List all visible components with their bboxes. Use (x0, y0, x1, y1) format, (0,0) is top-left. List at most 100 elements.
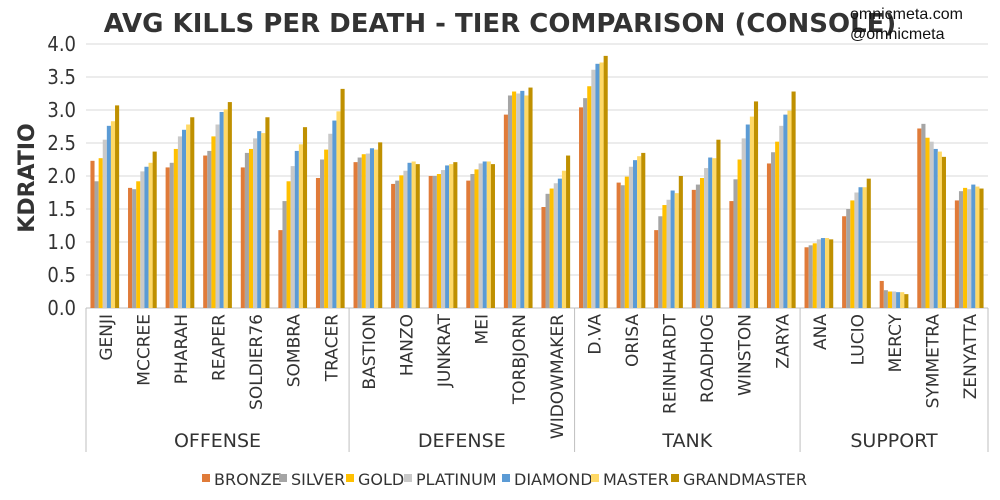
bar-bronze-22 (917, 128, 922, 308)
bar-platinum-16 (704, 168, 709, 308)
bar-grandmaster-22 (941, 156, 946, 308)
bar-bronze-4 (240, 167, 245, 308)
bar-diamond-8 (407, 162, 412, 308)
bar-bronze-23 (954, 200, 959, 308)
bar-master-20 (862, 187, 867, 308)
y-tick-label: 0.0 (47, 296, 76, 320)
bar-silver-12 (545, 193, 550, 308)
group-label: SUPPORT (850, 430, 938, 452)
category-label: REINHARDT (661, 313, 681, 414)
y-axis-ticks: 0.0 0.5 1.0 1.5 2.0 2.5 3.0 3.5 4.0 (47, 32, 76, 320)
y-tick-label: 4.0 (47, 32, 76, 56)
bar-platinum-0 (102, 139, 107, 308)
bar-silver-17 (733, 179, 738, 308)
bar-diamond-11 (520, 90, 525, 308)
bar-master-14 (637, 156, 642, 308)
y-tick-label: 2.5 (47, 131, 76, 155)
bar-diamond-19 (820, 238, 826, 308)
bar-bronze-8 (391, 183, 396, 308)
bar-silver-2 (169, 162, 174, 308)
bar-silver-1 (132, 189, 137, 308)
legend-label: SILVER (291, 470, 345, 489)
bar-diamond-13 (595, 63, 600, 308)
y-tick-label: 2.0 (47, 164, 76, 188)
category-labels: GENJI MCCREE PHARAH REAPER SOLDIER76 SOMBRA TR… (97, 313, 981, 439)
bar-platinum-12 (553, 183, 558, 308)
category-label: SYMMETRA (924, 314, 944, 409)
bar-master-21 (900, 292, 905, 308)
bar-silver-6 (320, 159, 325, 308)
bar-bronze-19 (804, 247, 809, 308)
bar-diamond-22 (933, 148, 938, 308)
category-label: MERCY (886, 313, 906, 372)
bar-diamond-6 (332, 120, 337, 308)
legend-label: GRANDMASTER (683, 470, 807, 489)
category-label: TRACER (322, 314, 342, 382)
bar-gold-22 (925, 137, 930, 308)
bar-diamond-12 (557, 178, 562, 308)
y-tick-label: 3.0 (47, 98, 76, 122)
bar-grandmaster-17 (753, 101, 759, 308)
bar-bronze-10 (466, 180, 471, 308)
bar-silver-0 (94, 181, 99, 308)
y-tick-label: 3.5 (47, 65, 76, 89)
bar-platinum-17 (741, 138, 746, 308)
bar-grandmaster-23 (979, 188, 984, 308)
bar-grandmaster-14 (641, 152, 646, 308)
bar-bronze-6 (315, 177, 321, 308)
legend-swatch-master (591, 474, 599, 482)
category-label: SOLDIER76 (247, 314, 267, 410)
category-label: BASTION (360, 314, 380, 390)
category-label: PHARAH (172, 314, 192, 384)
bar-silver-19 (808, 245, 813, 308)
bar-master-22 (937, 151, 942, 308)
category-label: TORBJORN (510, 314, 530, 405)
bar-master-9 (449, 164, 454, 308)
bar-master-0 (110, 121, 116, 308)
legend-swatch-bronze (202, 474, 210, 482)
bar-gold-8 (399, 175, 404, 308)
bar-grandmaster-4 (265, 117, 270, 308)
bar-diamond-16 (708, 157, 713, 308)
bar-gold-13 (587, 86, 592, 309)
bar-diamond-21 (896, 292, 901, 308)
bar-silver-20 (846, 209, 851, 308)
legend: BRONZE SILVER GOLD PLATINUM DIAMOND MASTER GRA… (202, 470, 807, 489)
bar-bronze-7 (353, 162, 358, 308)
legend-swatch-platinum (404, 474, 412, 482)
bar-grandmaster-10 (490, 164, 495, 308)
bar-bronze-17 (729, 201, 734, 308)
legend-label: BRONZE (214, 470, 282, 489)
bar-master-16 (712, 158, 717, 308)
bar-diamond-4 (257, 131, 262, 308)
y-tick-label: 1.0 (47, 230, 76, 254)
bar-master-3 (223, 109, 228, 308)
bar-bronze-21 (879, 280, 884, 308)
bar-platinum-20 (854, 192, 859, 308)
bar-master-7 (374, 149, 379, 308)
bar-platinum-15 (666, 199, 671, 308)
bar-diamond-5 (294, 150, 299, 308)
bar-grandmaster-13 (603, 55, 608, 308)
category-label: HANZO (398, 314, 418, 376)
category-label: JUNKRAT (435, 313, 455, 388)
bar-gold-11 (512, 91, 517, 309)
category-label: REAPER (210, 314, 230, 381)
group-label: OFFENSE (174, 430, 261, 452)
category-label: ORISA (623, 314, 643, 367)
bar-platinum-11 (516, 93, 521, 308)
bar-grandmaster-1 (152, 151, 157, 308)
bar-grandmaster-0 (115, 105, 120, 308)
bar-platinum-21 (891, 291, 897, 308)
bar-diamond-10 (482, 161, 487, 308)
group-labels: OFFENSE DEFENSE TANK SUPPORT (85, 308, 989, 452)
bar-gold-3 (211, 136, 216, 308)
bar-silver-3 (207, 150, 212, 308)
bar-gold-9 (436, 174, 441, 308)
legend-swatch-gold (346, 474, 354, 482)
bar-silver-22 (921, 123, 926, 308)
bar-silver-16 (695, 184, 700, 308)
bar-grandmaster-12 (566, 155, 571, 308)
bar-bronze-14 (616, 182, 621, 308)
